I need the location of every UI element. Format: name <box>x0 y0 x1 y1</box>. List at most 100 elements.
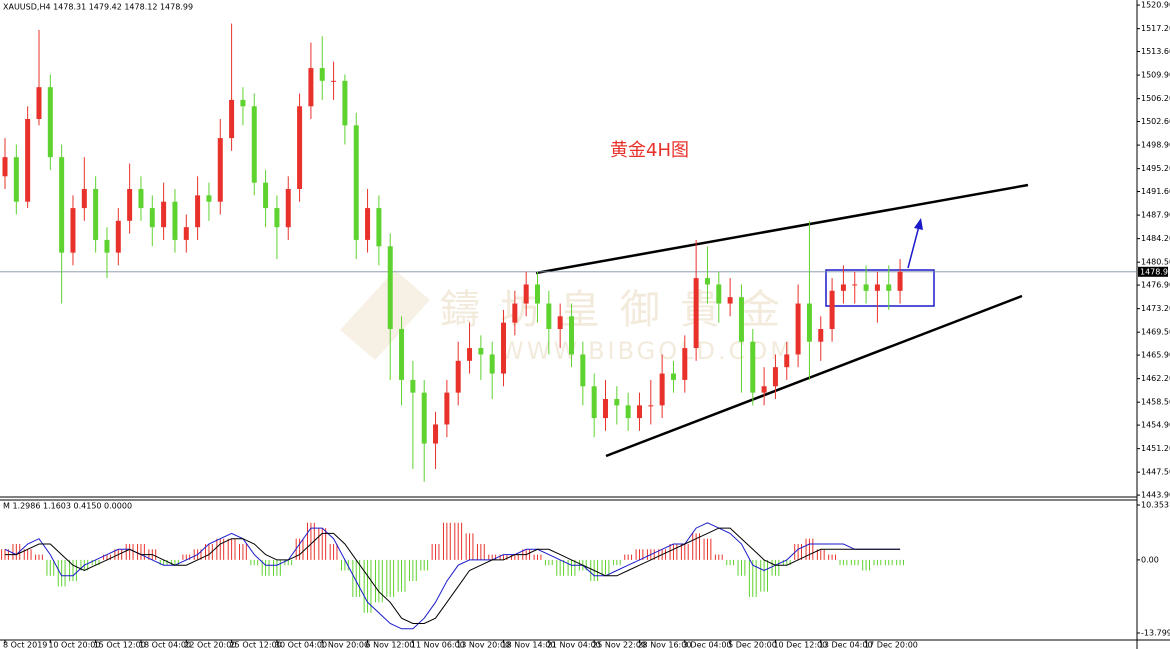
watermark-text: WWW.BIBGOLD.COM <box>500 337 794 365</box>
arrow-head <box>914 218 923 230</box>
watermark-text: 鑄 <box>440 287 480 333</box>
watermark-text: 御 <box>620 287 660 333</box>
last-price-label: 1478.99 <box>1140 267 1170 276</box>
candle-body <box>104 239 110 253</box>
candle-body <box>2 157 8 177</box>
candle-body <box>806 303 812 342</box>
candle-body <box>546 303 552 329</box>
candle-body <box>886 284 892 291</box>
trend-line <box>605 294 1023 458</box>
x-tick-label: 15 Oct 12:00 <box>94 641 146 649</box>
x-tick-label: 22 Oct 20:00 <box>184 641 236 649</box>
candle-body <box>217 138 223 202</box>
candle-body <box>795 303 801 355</box>
y-tick-label: 1506.20 <box>1141 94 1170 103</box>
candle-body <box>25 119 31 202</box>
y-tick-label: 1462.20 <box>1141 374 1170 383</box>
y-tick-label: 1484.20 <box>1141 234 1170 243</box>
y-tick-label: 1491.60 <box>1141 187 1170 196</box>
x-tick-label: 18 Oct 04:00 <box>139 641 191 649</box>
x-tick-label: 13 Dec 04:00 <box>819 641 873 649</box>
watermark-text: 金 <box>740 287 780 333</box>
y-tick-label: 1458.50 <box>1141 398 1170 407</box>
watermark-logo <box>340 270 430 360</box>
candle-body <box>331 80 337 82</box>
consolidation-box <box>825 269 935 307</box>
candle-body <box>410 379 416 393</box>
x-tick-label: 25 Nov 22:00 <box>592 641 646 649</box>
candle-body <box>727 297 733 304</box>
indicator-line <box>5 527 901 624</box>
annotation: 黄金4H图 <box>610 140 689 161</box>
candle-body <box>897 271 903 291</box>
candle-body <box>852 284 858 286</box>
candle-body <box>251 106 257 183</box>
candle-body <box>829 290 835 329</box>
candle-body <box>874 284 880 291</box>
candle-body <box>93 189 99 240</box>
candle-body <box>444 392 450 425</box>
candle-body <box>478 348 484 355</box>
candle-body <box>353 125 359 240</box>
candle-body <box>274 208 280 228</box>
candle-body <box>535 284 541 304</box>
y-tick-label: 1513.60 <box>1141 47 1170 56</box>
candle-body <box>308 68 314 107</box>
x-tick-label: 13 Nov 20:00 <box>456 641 510 649</box>
candle-body <box>13 157 19 202</box>
y-tick-label: 1465.90 <box>1141 351 1170 360</box>
candle-body <box>149 208 155 228</box>
x-tick-label: 17 Dec 20:00 <box>864 641 918 649</box>
candle-body <box>569 316 574 355</box>
watermark-text: 皇 <box>560 287 600 333</box>
x-tick-label: 1 Nov 20:00 <box>320 641 369 649</box>
candle-body <box>127 189 133 221</box>
candle-body <box>659 373 665 406</box>
y-tick-label: 1487.90 <box>1141 211 1170 220</box>
candle-body <box>501 322 507 374</box>
y-tick-label: 1509.90 <box>1141 71 1170 80</box>
candle-body <box>784 354 790 368</box>
indicator-line <box>4 522 901 630</box>
symbol-header: XAUUSD,H4 1478.31 1479.42 1478.12 1478.9… <box>3 3 193 12</box>
x-tick-label: 30 Oct 04:00 <box>275 641 327 649</box>
candle-body <box>818 329 824 342</box>
candle-body <box>70 208 76 253</box>
trend-line <box>535 183 1029 275</box>
y-tick-label: 1473.20 <box>1141 304 1170 313</box>
candle-body <box>636 405 642 419</box>
candle-body <box>602 399 608 419</box>
y-tick-label: 1520.90 <box>1141 1 1170 10</box>
x-tick-label: 6 Nov 12:00 <box>366 641 415 649</box>
x-tick-label: 10 Dec 12:00 <box>773 641 827 649</box>
y-tick-label: 0.00 <box>1141 555 1159 564</box>
candle-body <box>297 106 303 189</box>
candle-body <box>693 278 699 349</box>
y-tick-label: 1476.90 <box>1141 281 1170 290</box>
candle-body <box>716 284 722 304</box>
candle-body <box>195 195 201 228</box>
candle-body <box>523 284 529 304</box>
watermark-text: 貴 <box>680 287 720 333</box>
candle-body <box>376 208 382 247</box>
candle-body <box>580 354 586 387</box>
candle-body <box>772 367 778 387</box>
candle-body <box>183 227 189 240</box>
candle-body <box>161 201 167 228</box>
y-tick-label: 1469.50 <box>1141 328 1170 337</box>
candle-body <box>387 246 393 329</box>
candle-body <box>240 99 246 107</box>
y-tick-label: 1495.20 <box>1141 164 1170 173</box>
candle-body <box>557 316 563 329</box>
x-tick-label: 8 Oct 2019 <box>3 641 47 649</box>
candle-body <box>229 99 235 139</box>
candle-body <box>591 386 597 419</box>
candle-body <box>648 405 654 407</box>
candle-body <box>138 189 144 209</box>
candle-body <box>863 284 869 291</box>
candle-body <box>81 189 87 209</box>
y-tick-label: -13.7994 <box>1141 629 1170 638</box>
candle-body <box>682 348 688 380</box>
watermark-text: 坊 <box>500 287 540 333</box>
